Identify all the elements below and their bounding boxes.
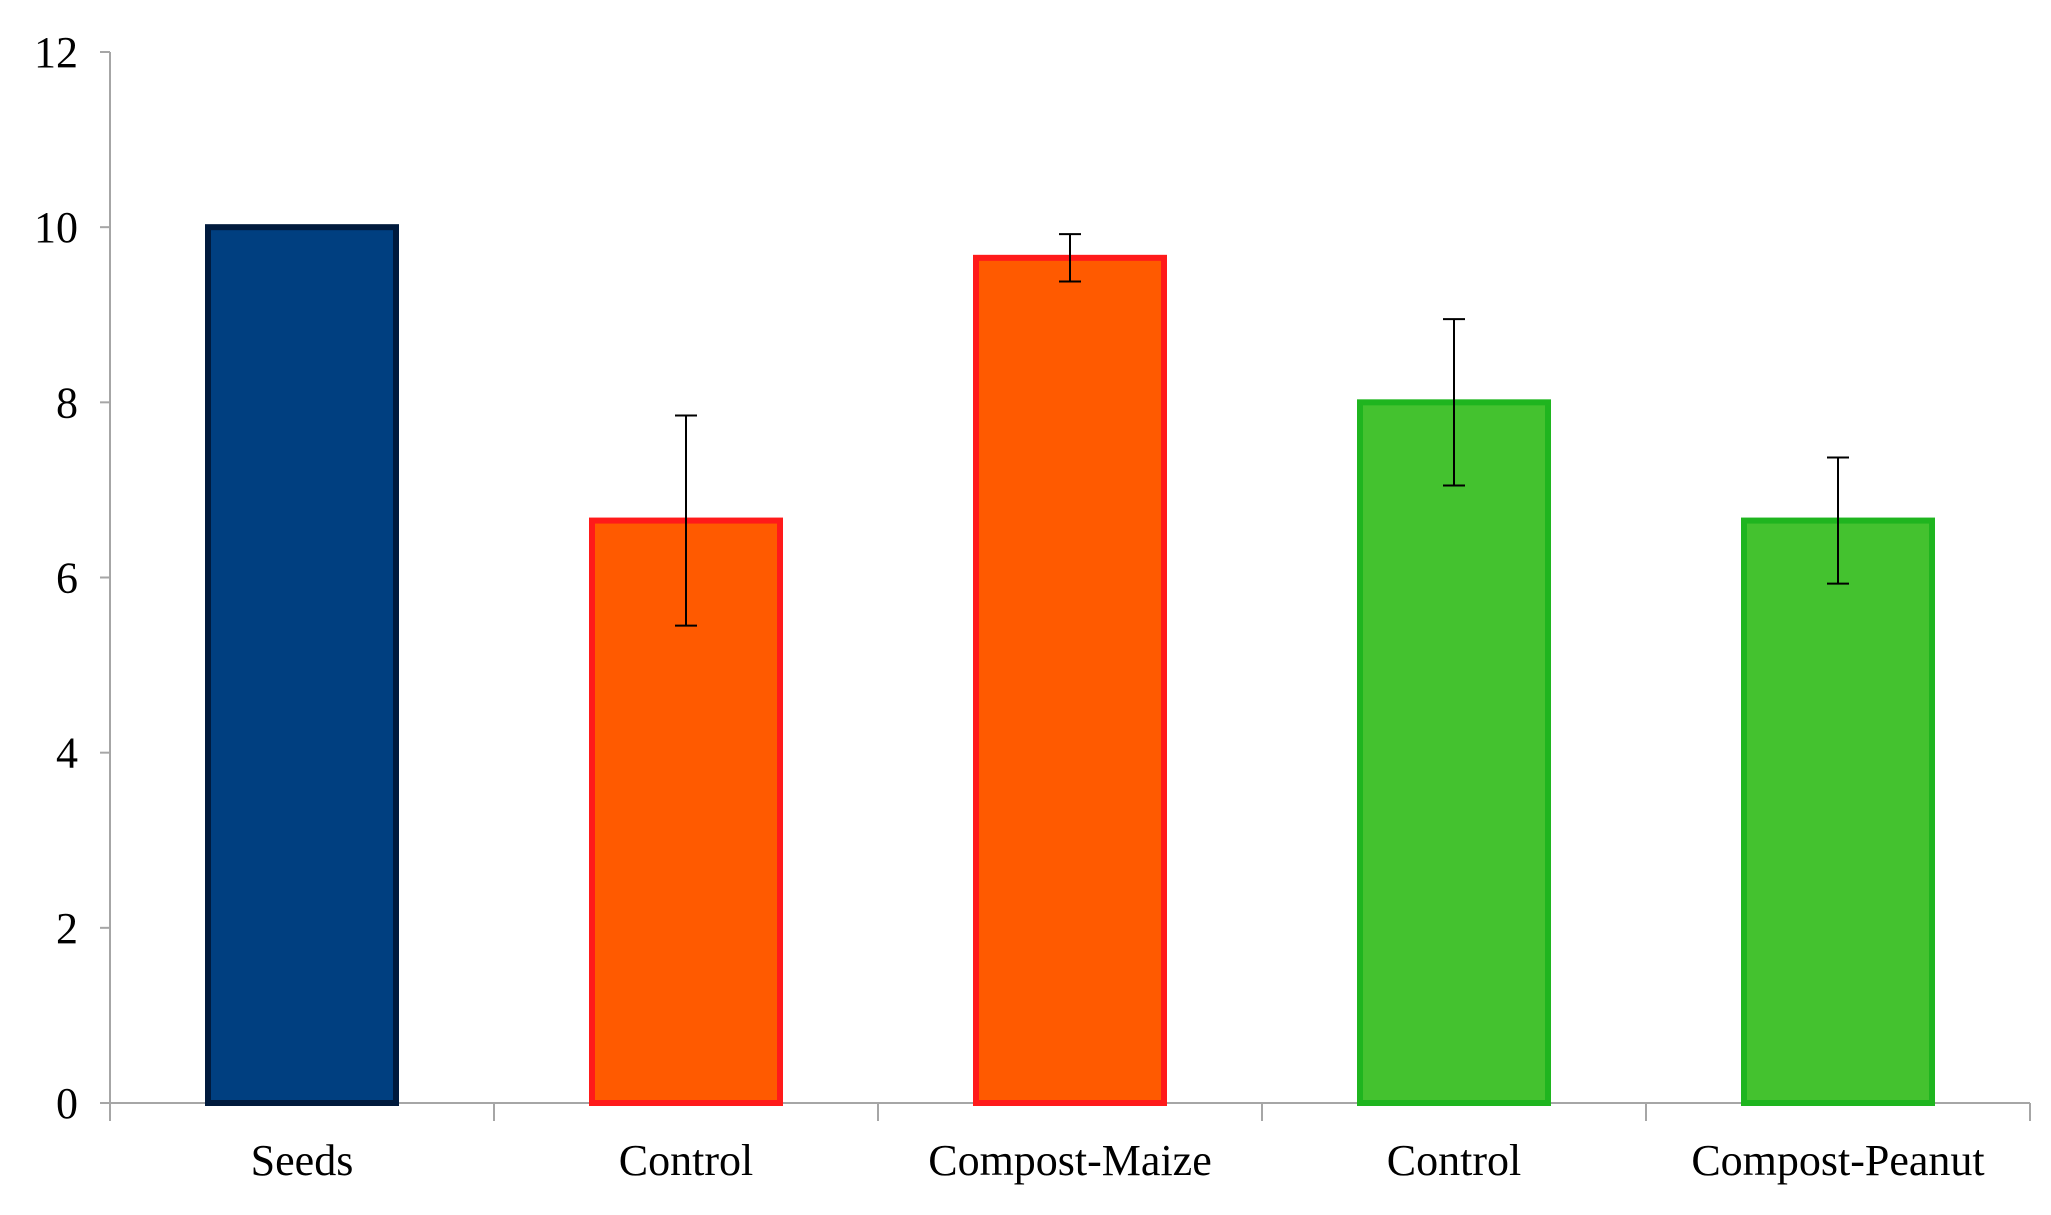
bar-control-3: [1357, 399, 1551, 1107]
y-axis: 0 2 4 6 8 10 12: [34, 28, 111, 1128]
error-bar-4: [1827, 456, 1849, 585]
bars-group: [205, 224, 1935, 1107]
category-label: Compost-Maize: [928, 1136, 1212, 1185]
category-label: Compost-Peanut: [1691, 1136, 1984, 1185]
category-label: Control: [619, 1136, 753, 1185]
bar-compost-peanut-4: [1741, 517, 1935, 1106]
error-bar-1: [675, 414, 697, 627]
y-tick-label: 12: [34, 28, 78, 77]
error-bars-group: [675, 233, 1849, 627]
bar-compost-maize-2: [973, 254, 1167, 1106]
y-tick-label: 4: [56, 729, 78, 778]
y-tick-label: 8: [56, 378, 78, 427]
y-tick-label: 2: [56, 904, 78, 953]
category-label: Seeds: [251, 1136, 354, 1185]
y-tick-label: 6: [56, 554, 78, 603]
bar-seeds-0: [205, 224, 399, 1106]
y-tick-label: 10: [34, 203, 78, 252]
category-label: Control: [1387, 1136, 1521, 1185]
category-labels: Seeds Control Compost-Maize Control Compost-…: [251, 1136, 1985, 1185]
error-bar-2: [1059, 233, 1081, 283]
y-tick-label: 0: [56, 1079, 78, 1128]
error-bar-3: [1443, 318, 1465, 487]
